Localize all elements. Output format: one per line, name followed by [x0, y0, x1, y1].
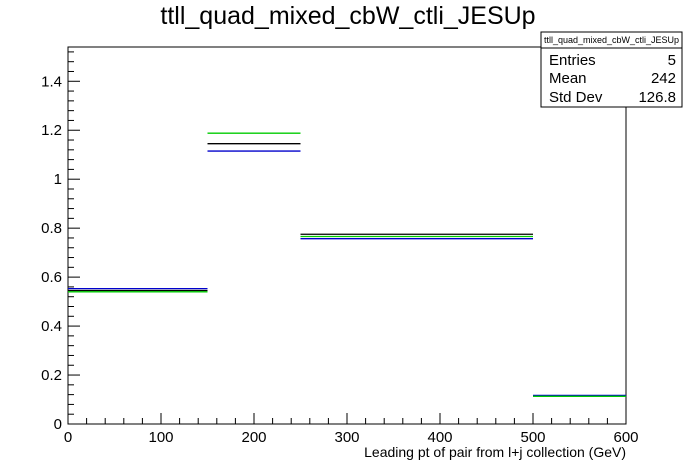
series-layer: [68, 132, 626, 397]
stats-mean-value: 242: [651, 70, 676, 87]
stats-box: ttll_quad_mixed_cbW_ctli_JESUp Entries 5…: [540, 31, 683, 108]
y-tick-label: 0.4: [41, 318, 62, 335]
y-tick-label: 0.2: [41, 367, 62, 384]
stats-stddev-label: Std Dev: [549, 89, 603, 106]
x-tick-label: 200: [241, 429, 266, 446]
chart-title: ttll_quad_mixed_cbW_ctli_JESUp: [160, 2, 535, 30]
stats-mean-label: Mean: [549, 70, 587, 87]
stats-box-title: ttll_quad_mixed_cbW_ctli_JESUp: [544, 35, 679, 45]
y-tick-label: 0.8: [41, 220, 62, 237]
x-tick-label: 500: [520, 429, 545, 446]
x-axis-label: Leading pt of pair from l+j collection (…: [364, 444, 626, 460]
stats-entries-value: 5: [668, 52, 676, 69]
y-axis: 0 0.2 0.4 0.6 0.8 1 1.2 1.4: [41, 51, 80, 433]
x-tick-label: 100: [148, 429, 173, 446]
y-tick-label: 1: [54, 171, 62, 188]
series-0: [68, 143, 626, 397]
y-tick-label: 1.2: [41, 122, 62, 139]
series-2: [68, 132, 626, 397]
y-tick-label: 0.6: [41, 269, 62, 286]
y-tick-label: 0: [54, 416, 62, 433]
x-axis: 0 100 200 300 400 500 600: [64, 413, 639, 446]
x-tick-label: 300: [334, 429, 359, 446]
x-tick-label: 600: [613, 429, 638, 446]
stats-box-frame: [540, 31, 683, 108]
x-tick-label: 0: [64, 429, 72, 446]
stats-stddev-value: 126.8: [638, 89, 676, 106]
stats-entries-label: Entries: [549, 52, 596, 69]
series-1: [68, 150, 626, 397]
y-tick-label: 1.4: [41, 73, 62, 90]
x-tick-label: 400: [427, 429, 452, 446]
